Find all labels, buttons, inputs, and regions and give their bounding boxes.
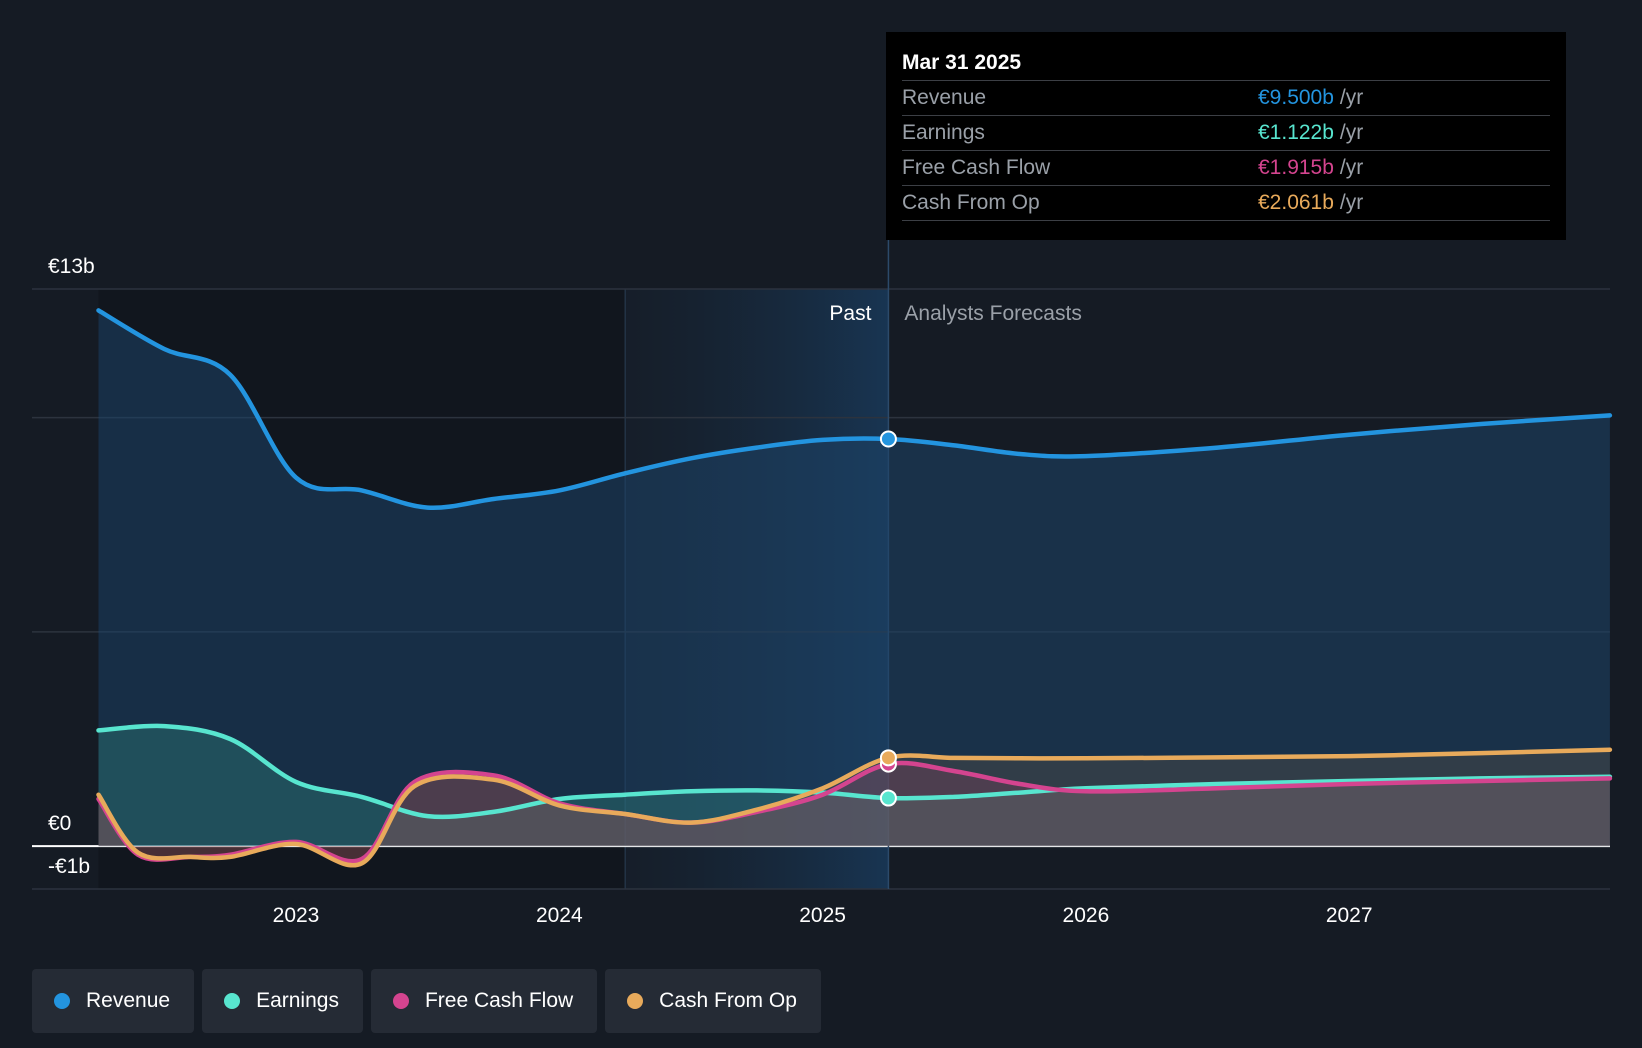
tooltip-date: Mar 31 2025	[902, 46, 1550, 81]
legend-label: Earnings	[256, 989, 339, 1012]
tooltip-value: €2.061b	[1258, 191, 1334, 214]
tooltip-label: Cash From Op	[902, 191, 1040, 214]
tooltip-label: Revenue	[902, 86, 987, 109]
legend-item-cash-from-op[interactable]: Cash From Op	[605, 969, 821, 1033]
x-tick-label: 2027	[1326, 904, 1373, 927]
legend-label: Cash From Op	[659, 989, 797, 1012]
legend-label: Free Cash Flow	[424, 989, 574, 1012]
forecast-label: Analysts Forecasts	[904, 302, 1081, 325]
legend-dot-icon	[224, 993, 241, 1009]
tooltip-unit: /yr	[1339, 156, 1364, 179]
legend-item-revenue[interactable]: Revenue	[32, 969, 195, 1033]
tooltip-unit: /yr	[1339, 86, 1364, 109]
tooltip: Mar 31 2025 Revenue €9.500b/yr Earnings …	[886, 32, 1566, 240]
legend-dot-icon	[54, 993, 70, 1009]
revenue-area	[98, 310, 1610, 847]
cash-from-op-line	[96, 747, 1613, 868]
revenue-line	[96, 308, 1613, 511]
past-label: Past	[829, 302, 871, 325]
revenue-marker	[879, 430, 897, 448]
tooltip-row-revenue: Revenue €9.500b/yr	[902, 81, 1550, 116]
tooltip-value: €1.122b	[1258, 121, 1334, 144]
x-tick-label: 2023	[273, 904, 320, 927]
tooltip-label: Earnings	[902, 121, 985, 144]
legend-dot-icon	[627, 993, 644, 1009]
tooltip-row-earnings: Earnings €1.122b/yr	[902, 116, 1550, 151]
earnings-line	[96, 723, 1613, 820]
x-tick-label: 2026	[1063, 904, 1110, 927]
y-tick-label: €0	[48, 812, 71, 835]
tooltip-row-cash-from-op: Cash From Op €2.061b/yr	[902, 186, 1550, 221]
tooltip-value: €1.915b	[1258, 156, 1334, 179]
tooltip-row-free-cash-flow: Free Cash Flow €1.915b/yr	[902, 151, 1550, 186]
tooltip-value: €9.500b	[1258, 86, 1334, 109]
tooltip-unit: /yr	[1339, 191, 1364, 214]
y-tick-label: €13b	[48, 255, 95, 278]
legend: Revenue Earnings Free Cash Flow Cash Fro…	[32, 969, 821, 1033]
legend-item-free-cash-flow[interactable]: Free Cash Flow	[370, 969, 598, 1033]
y-tick-label: -€1b	[48, 855, 90, 878]
free-cash-flow-area	[98, 762, 1610, 862]
x-tick-label: 2024	[536, 904, 583, 927]
tooltip-unit: /yr	[1339, 121, 1364, 144]
legend-label: Revenue	[86, 989, 171, 1012]
legend-item-earnings[interactable]: Earnings	[202, 969, 363, 1033]
tooltip-label: Free Cash Flow	[902, 156, 1051, 179]
legend-dot-icon	[392, 993, 409, 1009]
cash-from-op-marker	[879, 749, 897, 767]
x-tick-label: 2025	[799, 904, 846, 927]
earnings-marker	[879, 789, 897, 807]
